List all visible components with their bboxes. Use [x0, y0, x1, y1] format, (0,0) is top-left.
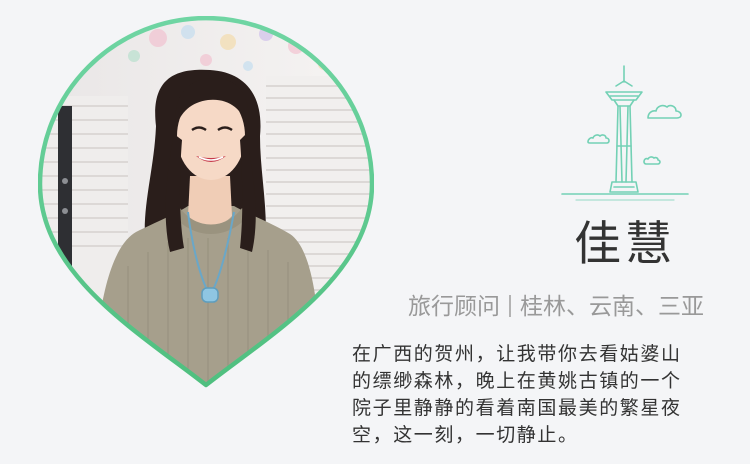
advisor-name: 佳慧	[574, 218, 676, 272]
cloud-icon	[588, 135, 609, 143]
advisor-regions: 桂林、云南、三亚	[520, 294, 704, 320]
divider	[509, 295, 511, 317]
cloud-icon	[648, 106, 681, 118]
advisor-bio: 在广西的贺州，让我带你去看姑婆山的缥缈森林，晚上在黄姚古镇的一个院子里静静的看着…	[352, 341, 692, 449]
cloud-icon	[644, 157, 660, 164]
space-needle-tower-icon	[556, 64, 694, 208]
advisor-role-line: 旅行顾问 桂林、云南、三亚	[408, 293, 704, 323]
door-frame	[58, 106, 72, 366]
advisor-role: 旅行顾问	[408, 294, 500, 320]
advisor-portrait	[38, 16, 374, 388]
pendant	[202, 288, 218, 302]
